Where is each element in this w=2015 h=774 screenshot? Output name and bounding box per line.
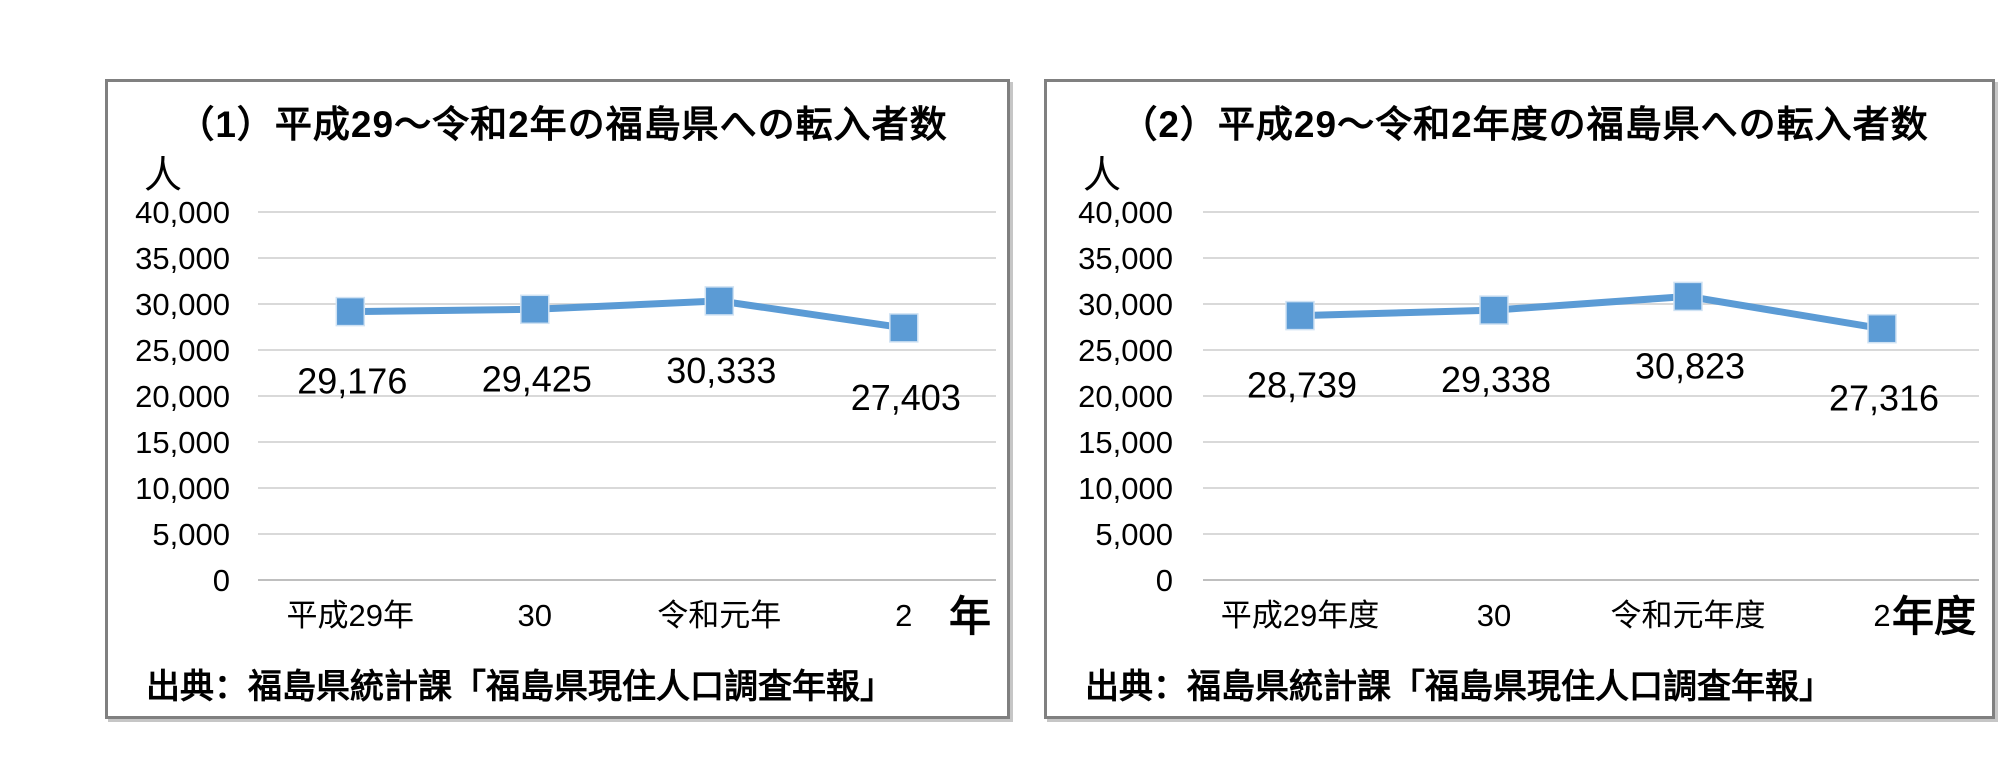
y-tick-label: 15,000 — [135, 425, 230, 460]
chart-panel-2: 40,000 35,000 30,000 25,000 20,000 15,000 10,0… — [1044, 79, 1995, 719]
source-note: 出典：福島県統計課「福島県現住人口調査年報」 — [146, 668, 894, 706]
plot-area: 40,00035,00030,00025,00020,00015,00010,0… — [1078, 195, 1979, 633]
x-category-label: 平成29年度 — [1221, 598, 1379, 633]
x-axis-title: 年 — [948, 593, 991, 640]
y-tick-label: 40,000 — [135, 195, 230, 230]
data-label: 30,333 — [666, 350, 776, 391]
y-tick-label: 5,000 — [152, 517, 230, 552]
y-axis-unit-label: 人 — [1083, 155, 1122, 197]
x-category-label: 2 — [1873, 598, 1890, 633]
data-label: 27,316 — [1829, 378, 1939, 419]
x-category-label: 平成29年 — [287, 598, 414, 633]
x-category-label: 令和元年 — [657, 598, 781, 633]
y-tick-label: 25,000 — [1078, 333, 1173, 368]
data-label: 27,403 — [851, 377, 961, 418]
data-point-marker — [335, 296, 366, 327]
y-tick-label: 30,000 — [1078, 287, 1173, 322]
x-category-label: 30 — [518, 598, 552, 633]
chart-title: （2）平成29～令和2年度の福島県への転入者数 — [1120, 104, 1929, 145]
y-tick-label: 10,000 — [135, 471, 230, 506]
data-label: 30,823 — [1635, 345, 1745, 386]
y-tick-label: 0 — [213, 563, 230, 598]
y-tick-label: 35,000 — [135, 241, 230, 276]
y-tick-label: 5,000 — [1095, 517, 1173, 552]
y-tick-label: 30,000 — [135, 287, 230, 322]
data-point-marker — [1285, 300, 1315, 331]
data-label: 29,425 — [482, 358, 592, 399]
line-series — [350, 297, 905, 332]
x-category-label: 令和元年度 — [1611, 598, 1766, 633]
y-tick-label: 35,000 — [1078, 241, 1173, 276]
x-axis-title: 年度 — [1891, 593, 1976, 640]
data-point-marker — [889, 313, 919, 343]
source-note: 出典：福島県統計課「福島県現住人口調査年報」 — [1085, 668, 1833, 706]
data-point-marker — [520, 294, 550, 325]
y-tick-label: 20,000 — [1078, 379, 1173, 414]
plot-area: 40,00035,00030,00025,00020,00015,00010,0… — [135, 195, 996, 633]
data-point-marker — [704, 286, 735, 316]
data-point-marker — [1867, 313, 1897, 344]
x-category-label: 2 — [895, 598, 912, 633]
data-point-marker — [1479, 295, 1509, 325]
data-label: 29,338 — [1441, 359, 1551, 400]
y-tick-label: 20,000 — [135, 379, 230, 414]
chart-title: （1）平成29～令和2年の福島県への転入者数 — [177, 104, 948, 145]
y-tick-label: 25,000 — [135, 333, 230, 368]
y-axis-unit-label: 人 — [144, 155, 183, 197]
y-tick-label: 15,000 — [1078, 425, 1173, 460]
y-tick-label: 0 — [1156, 563, 1173, 598]
x-category-label: 30 — [1477, 598, 1511, 633]
data-point-marker — [1673, 281, 1703, 312]
data-label: 29,176 — [297, 361, 407, 402]
y-tick-label: 10,000 — [1078, 471, 1173, 506]
data-label: 28,739 — [1247, 365, 1357, 406]
y-tick-label: 40,000 — [1078, 195, 1173, 230]
chart-panel-1: 40,000 35,000 30,000 25,000 20,000 15,000 10,0… — [105, 79, 1010, 719]
line-series — [1299, 292, 1883, 333]
